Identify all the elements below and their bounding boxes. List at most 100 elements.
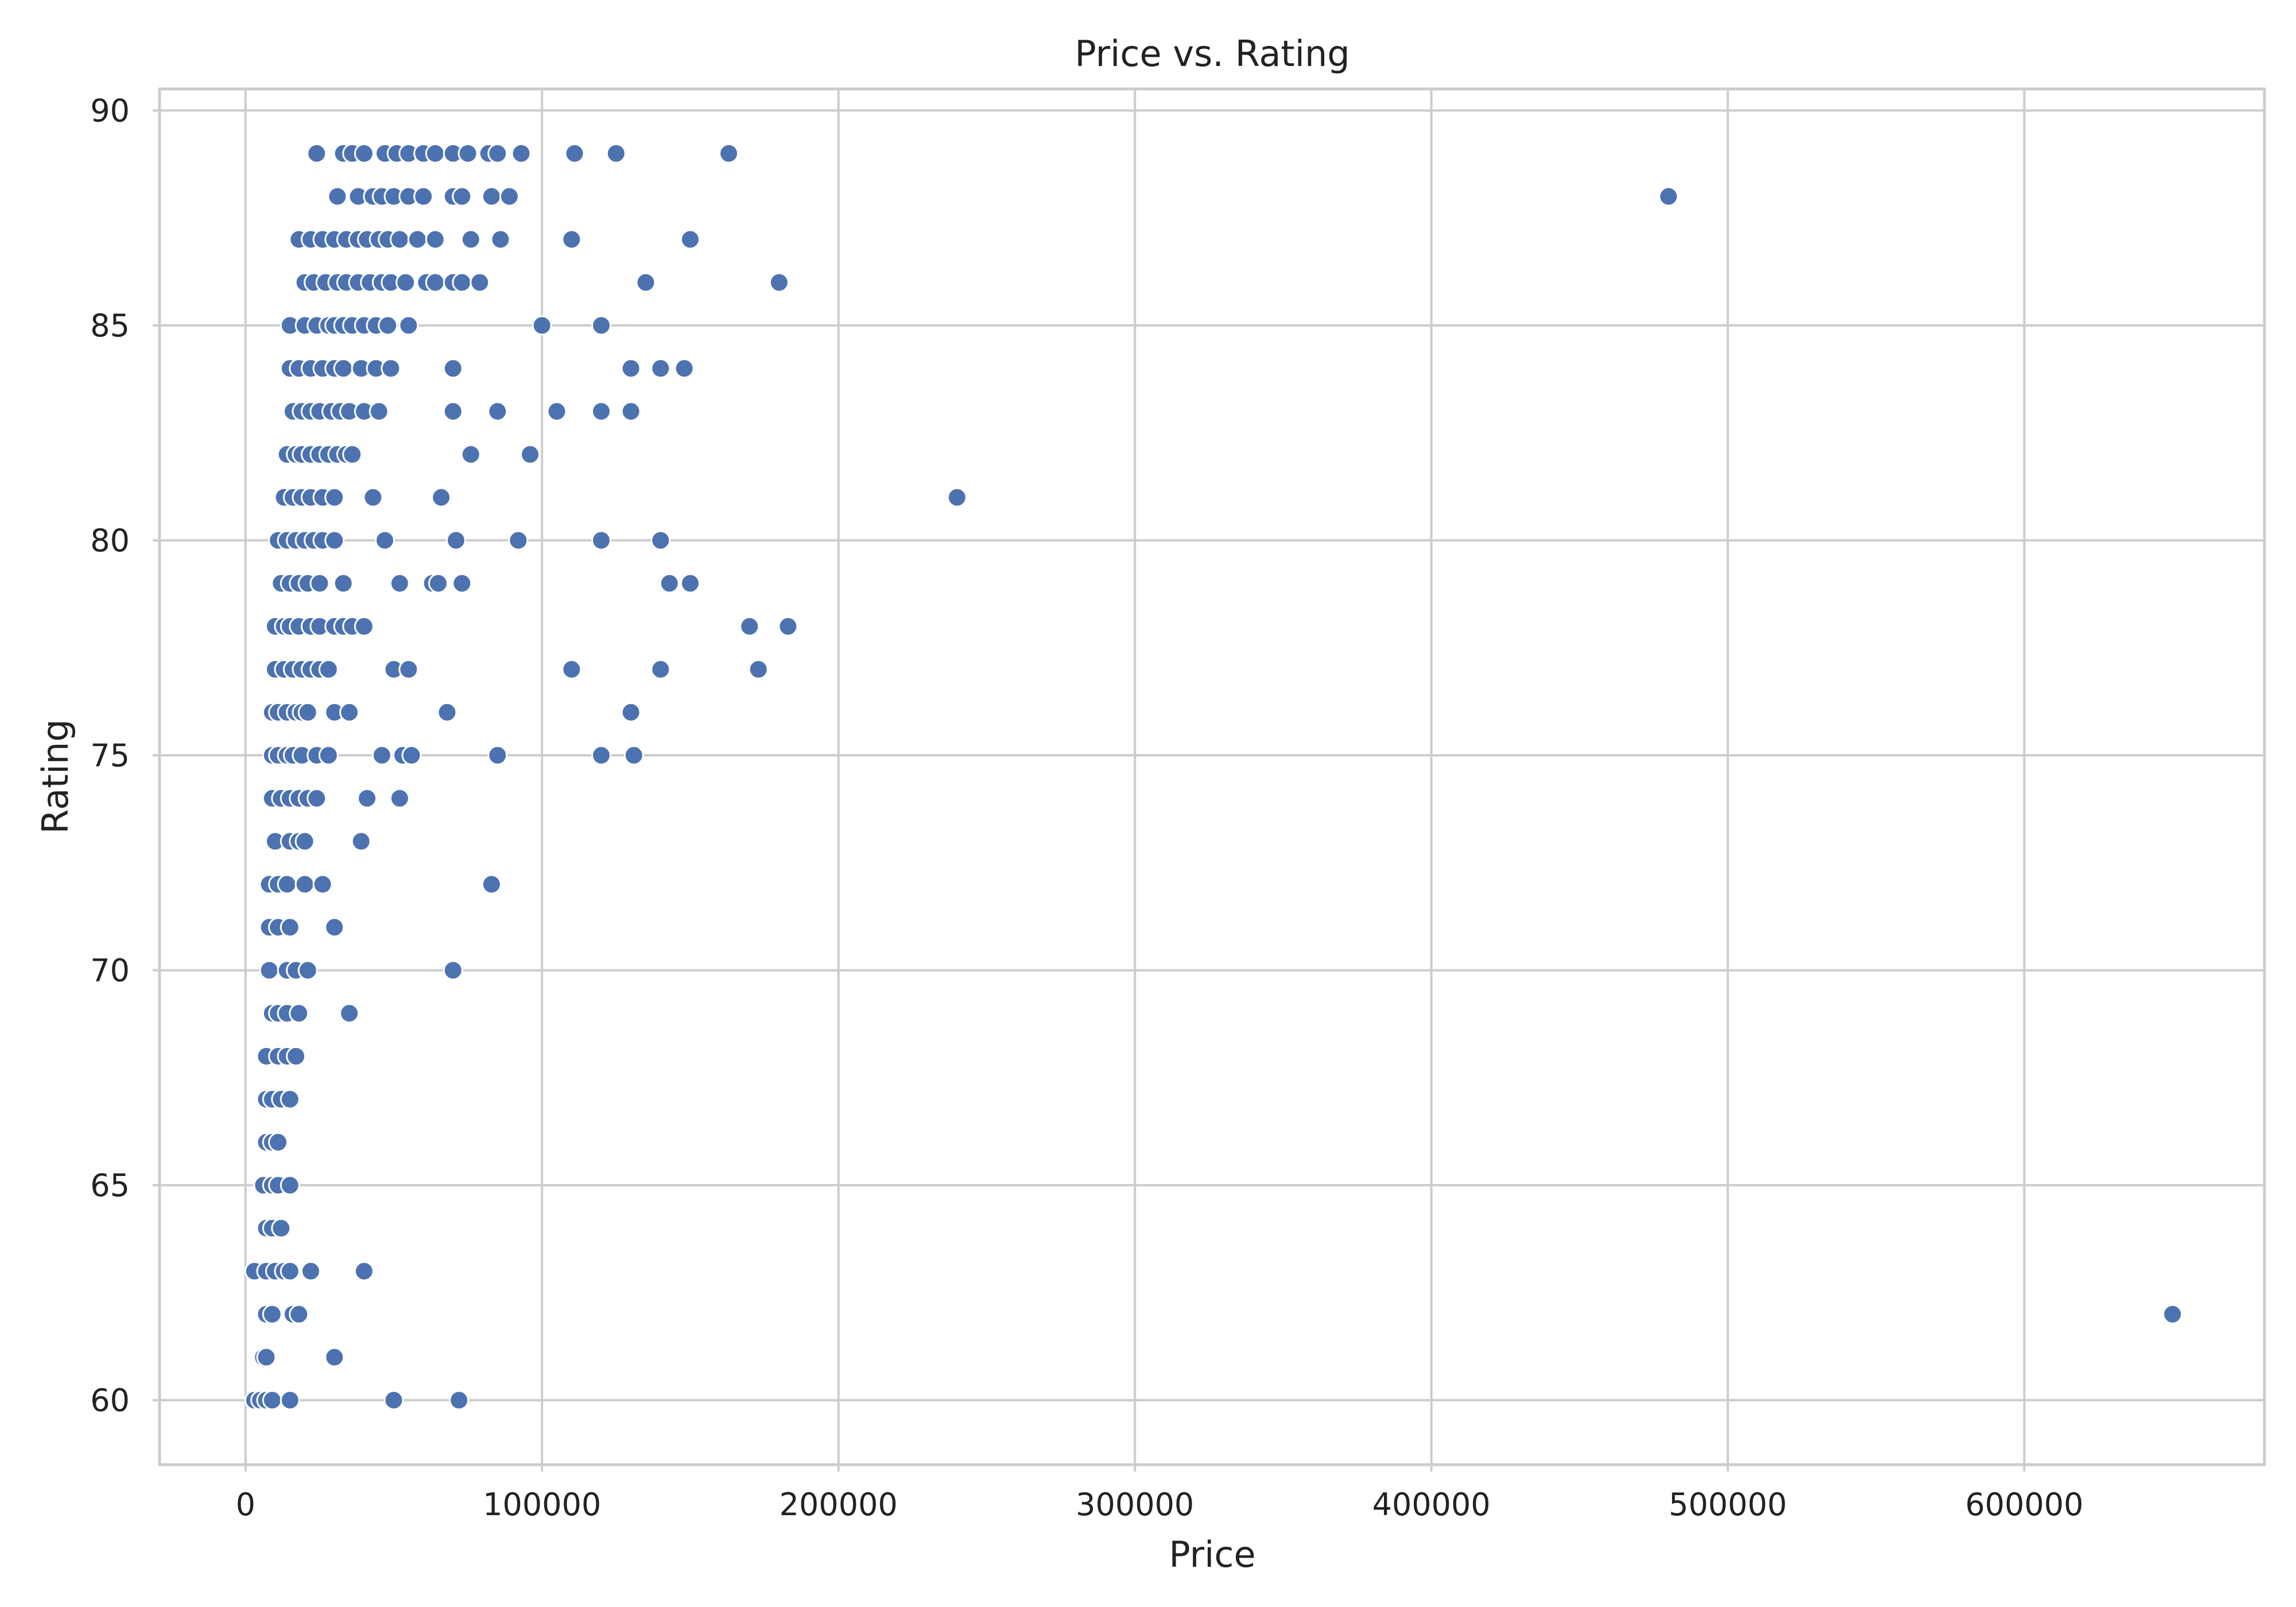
data-point [481,186,502,207]
data-point [297,960,318,981]
data-point [413,186,434,207]
data-point [289,1304,309,1325]
data-point [357,788,378,809]
data-point [449,1390,470,1411]
data-point [437,702,457,723]
data-point [401,745,422,766]
data-point [947,487,967,508]
data-point [280,917,300,938]
data-point [452,272,472,293]
data-point [460,444,481,465]
data-point [443,960,463,981]
data-point [606,143,626,164]
data-point [490,229,511,250]
data-point [354,616,374,636]
data-point [680,573,700,593]
data-point [333,573,354,593]
data-point [268,1132,289,1152]
x-tick-label: 300000 [1076,1486,1194,1523]
data-point [620,358,641,379]
data-point [381,358,401,379]
data-point [499,186,519,207]
data-point [635,272,656,293]
data-point [383,1390,404,1411]
data-point [339,702,360,723]
data-point [324,917,345,938]
data-point [286,1046,307,1066]
data-point [564,143,585,164]
y-tick-label: 65 [90,1167,130,1204]
data-point [739,616,760,636]
data-point [324,1347,345,1368]
data-point [2162,1304,2183,1325]
data-point [1658,186,1679,207]
data-point [297,702,318,723]
x-axis-ticks: 0 100000 200000 300000 400000 500000 600000 [236,1465,2084,1523]
data-point [371,745,392,766]
x-tick-label: 0 [236,1486,255,1523]
x-axis-label: Price [1169,1534,1255,1575]
data-point [389,788,410,809]
data-point [457,143,478,164]
data-point [294,831,315,852]
data-point [307,788,327,809]
y-tick-label: 60 [90,1383,130,1419]
data-point [428,573,448,593]
data-point [324,530,345,551]
y-tick-label: 85 [90,308,130,344]
data-point [294,874,315,895]
data-point [623,745,644,766]
data-point [487,745,508,766]
data-point [452,573,472,593]
x-tick-label: 600000 [1965,1486,2084,1523]
data-point [318,659,339,680]
y-axis-label: Rating [34,719,76,834]
data-point [620,401,641,422]
data-point [333,358,354,379]
data-point [591,315,612,336]
data-point [650,358,671,379]
x-tick-label: 200000 [779,1486,898,1523]
y-tick-label: 80 [90,523,130,559]
data-point [389,573,410,593]
data-point [487,143,508,164]
data-point [395,272,416,293]
data-point [443,401,463,422]
data-point [389,229,410,250]
x-tick-label: 500000 [1669,1486,1787,1523]
data-point [363,487,383,508]
data-point [351,831,371,852]
y-tick-label: 70 [90,953,130,989]
data-point [256,1347,277,1368]
plot-area-frame [158,87,2266,1466]
data-point [369,401,389,422]
data-point [650,530,671,551]
data-point [452,186,472,207]
data-point [460,229,481,250]
data-point [620,702,641,723]
data-point [339,1003,360,1023]
data-point [262,1390,282,1411]
data-point [309,573,330,593]
data-point [591,530,612,551]
data-point [300,1261,321,1282]
gridlines [160,89,2264,1465]
data-point [259,960,280,981]
data-point [561,229,582,250]
data-point [470,272,490,293]
data-point [650,659,671,680]
data-point [769,272,789,293]
data-point [280,1089,300,1109]
y-tick-label: 75 [90,737,130,774]
data-point [307,143,327,164]
data-point [591,745,612,766]
data-points [244,143,2183,1411]
data-point [280,1175,300,1195]
data-point [271,1218,292,1239]
data-point [748,659,769,680]
data-point [375,530,395,551]
data-point [546,401,567,422]
data-point [280,1390,300,1411]
data-point [327,186,348,207]
